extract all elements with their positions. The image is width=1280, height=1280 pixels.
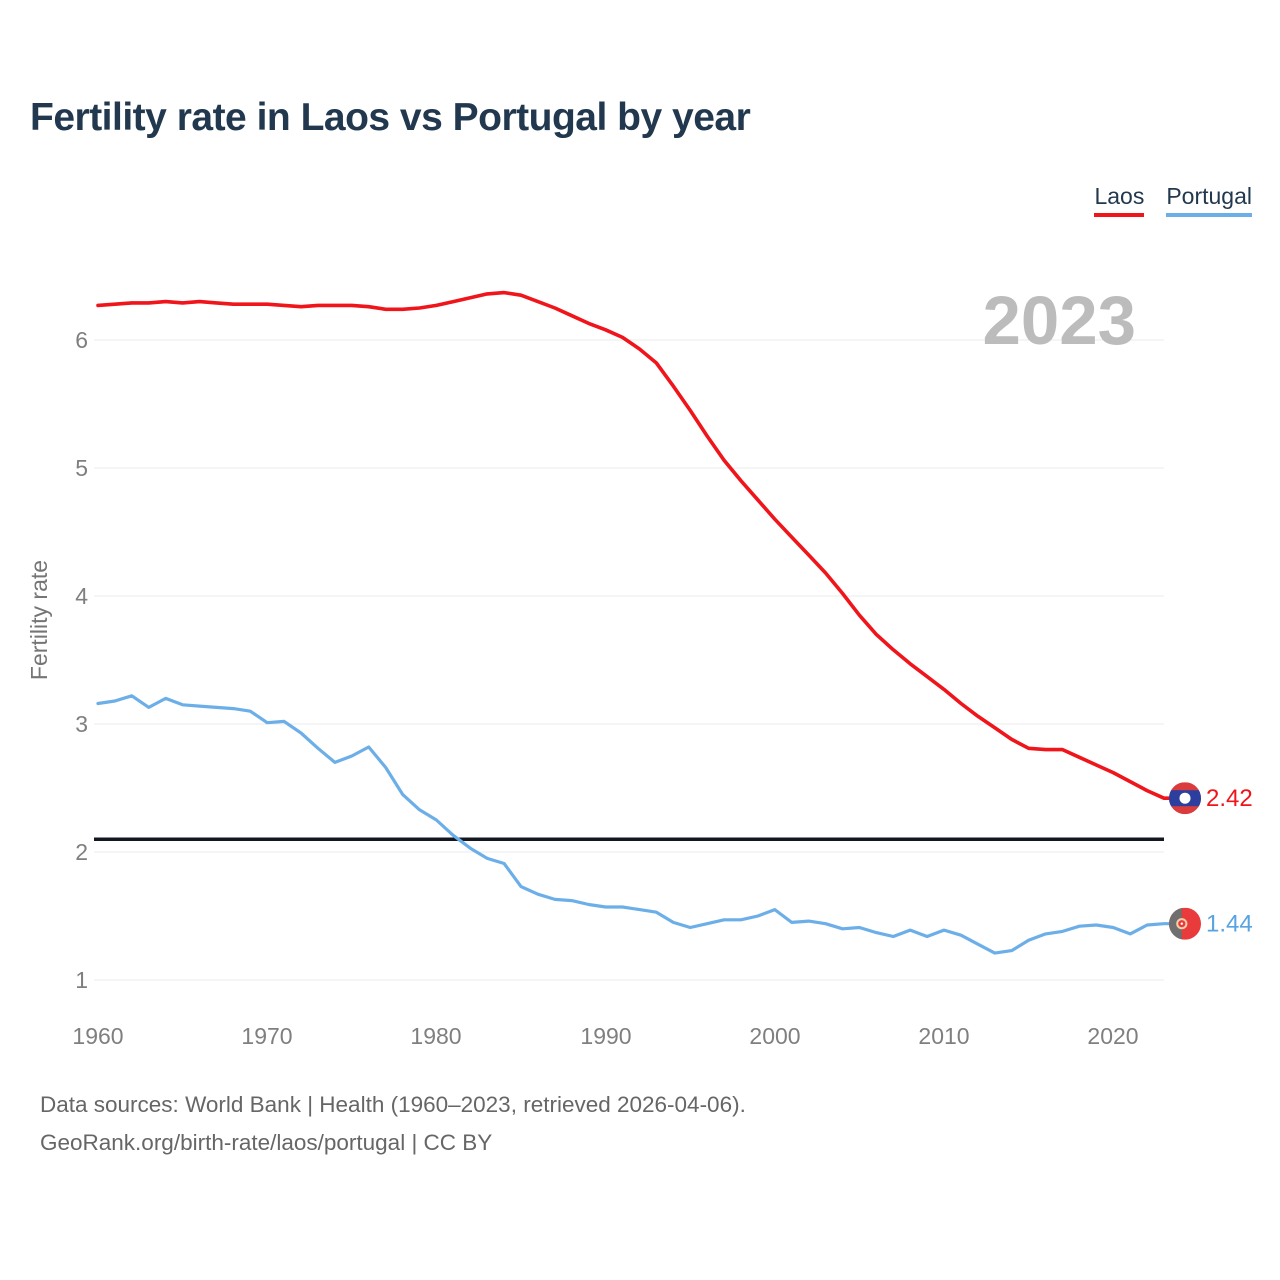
- portugal-flag-icon: [1169, 907, 1201, 940]
- y-axis-ticks: 6 5 4 3 2 1: [75, 327, 88, 993]
- footer-sources: Data sources: World Bank | Health (1960–…: [40, 1092, 746, 1117]
- legend-item-portugal[interactable]: Portugal: [1166, 183, 1252, 218]
- y-tick: 4: [75, 583, 88, 609]
- laos-end-label: 2.42: [1206, 785, 1253, 812]
- legend: Laos Portugal: [1094, 183, 1252, 218]
- x-tick: 1980: [410, 1023, 461, 1049]
- x-axis-ticks: 1960 1970 1980 1990 2000 2010 2020: [72, 1023, 1138, 1049]
- portugal-line[interactable]: [96, 694, 1172, 955]
- y-tick: 2: [75, 839, 88, 865]
- laos-line[interactable]: [96, 290, 1172, 801]
- y-tick: 6: [75, 327, 88, 353]
- x-tick: 2000: [749, 1023, 800, 1049]
- y-axis-label: Fertility rate: [26, 560, 52, 680]
- x-tick: 2020: [1087, 1023, 1138, 1049]
- x-tick: 1990: [580, 1023, 631, 1049]
- y-tick: 3: [75, 711, 88, 737]
- laos-flag-icon: [1169, 782, 1201, 815]
- page-title: Fertility rate in Laos vs Portugal by ye…: [30, 96, 751, 139]
- x-tick: 1970: [241, 1023, 292, 1049]
- watermark-year: 2023: [983, 282, 1137, 359]
- y-tick: 5: [75, 455, 88, 481]
- footer-attribution: GeoRank.org/birth-rate/laos/portugal | C…: [40, 1130, 493, 1155]
- gridlines: [94, 339, 1164, 981]
- y-tick: 1: [75, 967, 88, 993]
- x-tick: 1960: [72, 1023, 123, 1049]
- x-tick: 2010: [918, 1023, 969, 1049]
- footer: Data sources: World Bank | Health (1960–…: [40, 1086, 746, 1162]
- portugal-end-label: 1.44: [1206, 911, 1253, 938]
- legend-item-laos[interactable]: Laos: [1094, 183, 1145, 218]
